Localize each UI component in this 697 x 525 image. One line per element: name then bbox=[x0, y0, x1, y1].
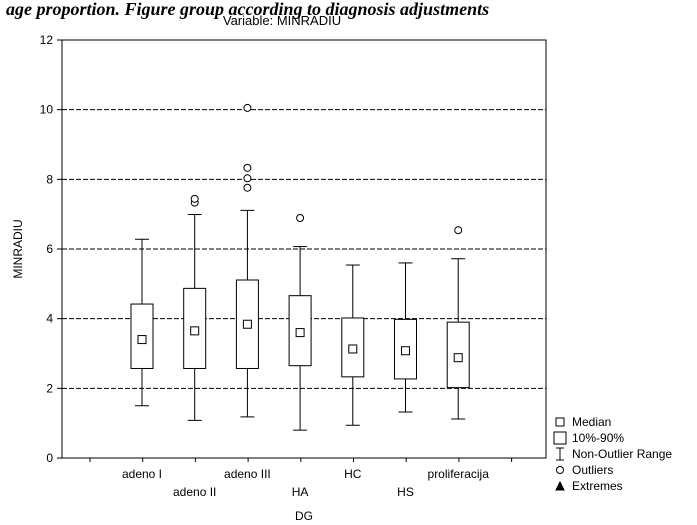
y-tick-label-0: 0 bbox=[46, 451, 53, 465]
outlier-point bbox=[243, 174, 252, 183]
median-marker bbox=[242, 319, 252, 329]
box-hs bbox=[394, 262, 417, 413]
median-marker bbox=[453, 353, 463, 363]
outlier-point bbox=[454, 226, 463, 235]
legend-label: 10%-90% bbox=[572, 431, 624, 445]
legend-label: Median bbox=[572, 415, 611, 429]
legend-item-median: Median bbox=[555, 415, 611, 429]
outlier-point bbox=[296, 213, 305, 222]
box-adeno-iii bbox=[235, 103, 259, 418]
x-tick-label-adeno-iii: adeno III bbox=[224, 467, 271, 481]
x-tick-label-hc: HC bbox=[344, 467, 362, 481]
box-adeno-i bbox=[130, 238, 154, 407]
box-hc bbox=[341, 264, 365, 426]
box-adeno-ii bbox=[183, 194, 207, 421]
x-axis-ticks: adeno I adeno II adeno III HA HC HS proliferac… bbox=[89, 458, 513, 499]
outlier-point bbox=[243, 103, 252, 112]
legend-item-10-90-: 10%-90% bbox=[553, 431, 624, 445]
y-tick-label-2: 2 bbox=[46, 381, 53, 395]
legend-item-non-outlier-range: Non-Outlier Range bbox=[556, 447, 672, 461]
box-proliferacija bbox=[446, 226, 470, 420]
y-tick-label-8: 8 bbox=[46, 172, 53, 186]
x-tick-label-adeno-i: adeno I bbox=[122, 467, 162, 481]
legend-box-icon bbox=[553, 431, 567, 445]
y-tick-label-6: 6 bbox=[46, 242, 53, 256]
chart-legend: Median 10%-90% Non-Outlier Range Outliers Ex… bbox=[553, 415, 672, 493]
x-axis-title: DG bbox=[295, 509, 313, 523]
x-tick-label-ha: HA bbox=[292, 485, 309, 499]
plot-frame bbox=[61, 39, 547, 459]
y-axis-title: MINRADIU bbox=[11, 219, 25, 278]
chart-title: Variable: MINRADIU bbox=[223, 13, 341, 28]
legend-item-outliers: Outliers bbox=[556, 463, 613, 477]
legend-outlier-icon bbox=[556, 466, 564, 474]
legend-label: Extremes bbox=[572, 479, 623, 493]
legend-item-extremes: Extremes bbox=[555, 479, 623, 493]
median-marker bbox=[137, 335, 147, 345]
legend-median-icon bbox=[555, 417, 565, 427]
page-header: age proportion. Figure group according t… bbox=[6, 0, 489, 19]
box-ha bbox=[288, 213, 312, 431]
x-tick-label-proliferacija: proliferacija bbox=[428, 467, 490, 481]
outlier-point bbox=[190, 194, 199, 203]
x-tick-label-adeno-ii: adeno II bbox=[173, 485, 216, 499]
y-tick-label-4: 4 bbox=[46, 312, 53, 326]
y-axis-ticks: 0 2 4 6 8 10 12 bbox=[40, 33, 62, 465]
median-marker bbox=[401, 346, 410, 356]
y-tick-label-10: 10 bbox=[40, 103, 54, 117]
box-series bbox=[130, 103, 470, 431]
median-marker bbox=[295, 328, 305, 338]
legend-extreme-icon bbox=[555, 480, 565, 491]
median-marker bbox=[348, 344, 358, 354]
y-tick-label-12: 12 bbox=[40, 33, 54, 47]
x-tick-label-hs: HS bbox=[397, 485, 414, 499]
median-marker bbox=[190, 326, 200, 336]
outlier-point bbox=[243, 183, 252, 192]
legend-label: Outliers bbox=[572, 463, 613, 477]
outlier-point bbox=[243, 163, 252, 172]
legend-label: Non-Outlier Range bbox=[572, 447, 672, 461]
